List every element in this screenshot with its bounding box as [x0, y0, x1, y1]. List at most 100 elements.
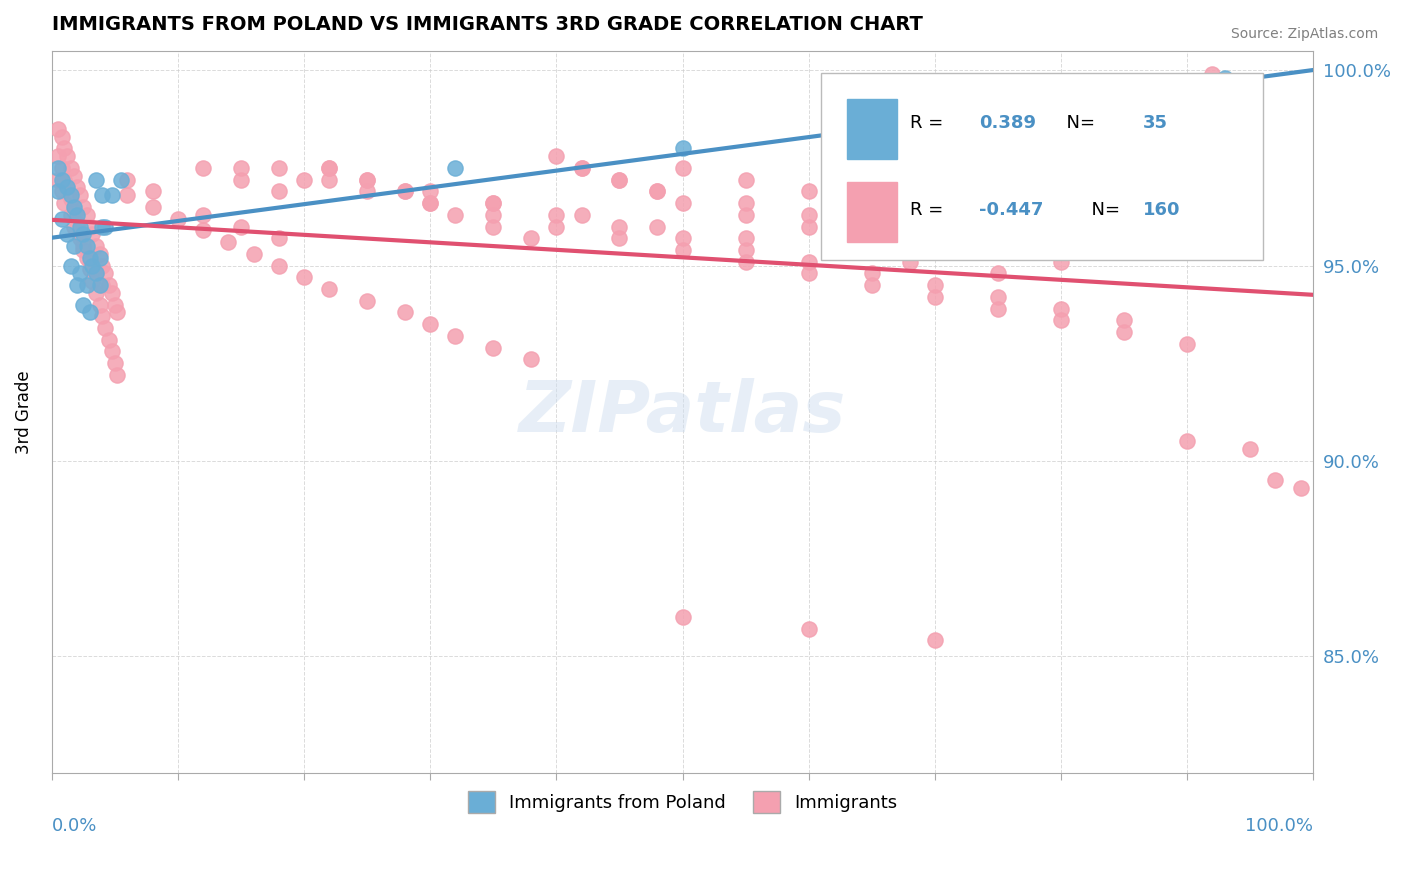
Point	[53, 172, 76, 186]
Point	[987, 301, 1010, 316]
Point	[97, 278, 120, 293]
Point	[59, 259, 82, 273]
Point	[1239, 75, 1261, 89]
Point	[69, 219, 91, 234]
Point	[1050, 313, 1073, 327]
Point	[860, 122, 883, 136]
Point	[101, 285, 124, 300]
Point	[860, 196, 883, 211]
Point	[797, 208, 820, 222]
Point	[72, 243, 94, 257]
Point	[1201, 67, 1223, 81]
Point	[69, 227, 91, 242]
Point	[217, 235, 239, 249]
Point	[444, 208, 467, 222]
Point	[46, 161, 69, 175]
Point	[59, 188, 82, 202]
Point	[1076, 103, 1098, 117]
Point	[51, 172, 73, 186]
Text: 100.0%: 100.0%	[1246, 816, 1313, 835]
Legend: Immigrants from Poland, Immigrants: Immigrants from Poland, Immigrants	[458, 782, 907, 822]
Point	[76, 251, 98, 265]
Point	[571, 161, 593, 175]
Point	[82, 274, 104, 288]
Text: N=: N=	[1080, 201, 1126, 219]
Point	[46, 172, 69, 186]
Point	[671, 610, 693, 624]
Point	[1264, 474, 1286, 488]
Point	[987, 290, 1010, 304]
Text: 0.0%: 0.0%	[52, 816, 97, 835]
Point	[191, 223, 214, 237]
Point	[520, 231, 543, 245]
Point	[987, 231, 1010, 245]
Point	[671, 231, 693, 245]
Point	[46, 185, 69, 199]
Point	[51, 129, 73, 144]
Point	[84, 266, 107, 280]
Point	[924, 208, 946, 222]
Point	[267, 161, 290, 175]
Point	[1175, 336, 1198, 351]
Point	[520, 352, 543, 367]
Point	[419, 185, 441, 199]
Point	[66, 180, 89, 194]
Point	[292, 172, 315, 186]
Point	[229, 219, 252, 234]
Point	[1050, 301, 1073, 316]
Point	[97, 333, 120, 347]
Point	[79, 219, 101, 234]
Point	[318, 282, 340, 296]
Point	[91, 188, 114, 202]
Point	[645, 219, 668, 234]
Point	[356, 172, 378, 186]
Point	[1112, 243, 1135, 257]
Point	[734, 172, 756, 186]
Point	[63, 219, 86, 234]
Point	[79, 305, 101, 319]
Point	[949, 219, 972, 234]
Point	[84, 285, 107, 300]
Y-axis label: 3rd Grade: 3rd Grade	[15, 370, 32, 454]
Point	[59, 161, 82, 175]
Point	[860, 219, 883, 234]
Point	[1213, 71, 1236, 86]
Point	[1025, 243, 1047, 257]
Point	[482, 196, 505, 211]
Point	[987, 243, 1010, 257]
Point	[93, 266, 115, 280]
Point	[76, 278, 98, 293]
Point	[104, 356, 127, 370]
Point	[546, 149, 568, 163]
Point	[318, 161, 340, 175]
Point	[645, 185, 668, 199]
Point	[571, 208, 593, 222]
Point	[482, 196, 505, 211]
Point	[924, 290, 946, 304]
Point	[79, 262, 101, 277]
Point	[797, 219, 820, 234]
Point	[110, 172, 132, 186]
FancyBboxPatch shape	[846, 182, 897, 243]
Point	[93, 219, 115, 234]
Text: 35: 35	[1143, 114, 1168, 132]
Point	[79, 254, 101, 268]
Point	[101, 188, 124, 202]
Point	[292, 270, 315, 285]
Point	[797, 266, 820, 280]
Point	[609, 219, 631, 234]
Point	[69, 188, 91, 202]
Point	[671, 161, 693, 175]
Point	[1112, 313, 1135, 327]
Point	[860, 278, 883, 293]
Text: ZIPatlas: ZIPatlas	[519, 377, 846, 447]
Point	[76, 239, 98, 253]
Point	[444, 161, 467, 175]
Point	[51, 185, 73, 199]
Point	[66, 208, 89, 222]
Point	[356, 172, 378, 186]
Text: IMMIGRANTS FROM POLAND VS IMMIGRANTS 3RD GRADE CORRELATION CHART: IMMIGRANTS FROM POLAND VS IMMIGRANTS 3RD…	[52, 15, 922, 34]
Point	[924, 633, 946, 648]
Point	[394, 305, 416, 319]
Point	[117, 188, 139, 202]
